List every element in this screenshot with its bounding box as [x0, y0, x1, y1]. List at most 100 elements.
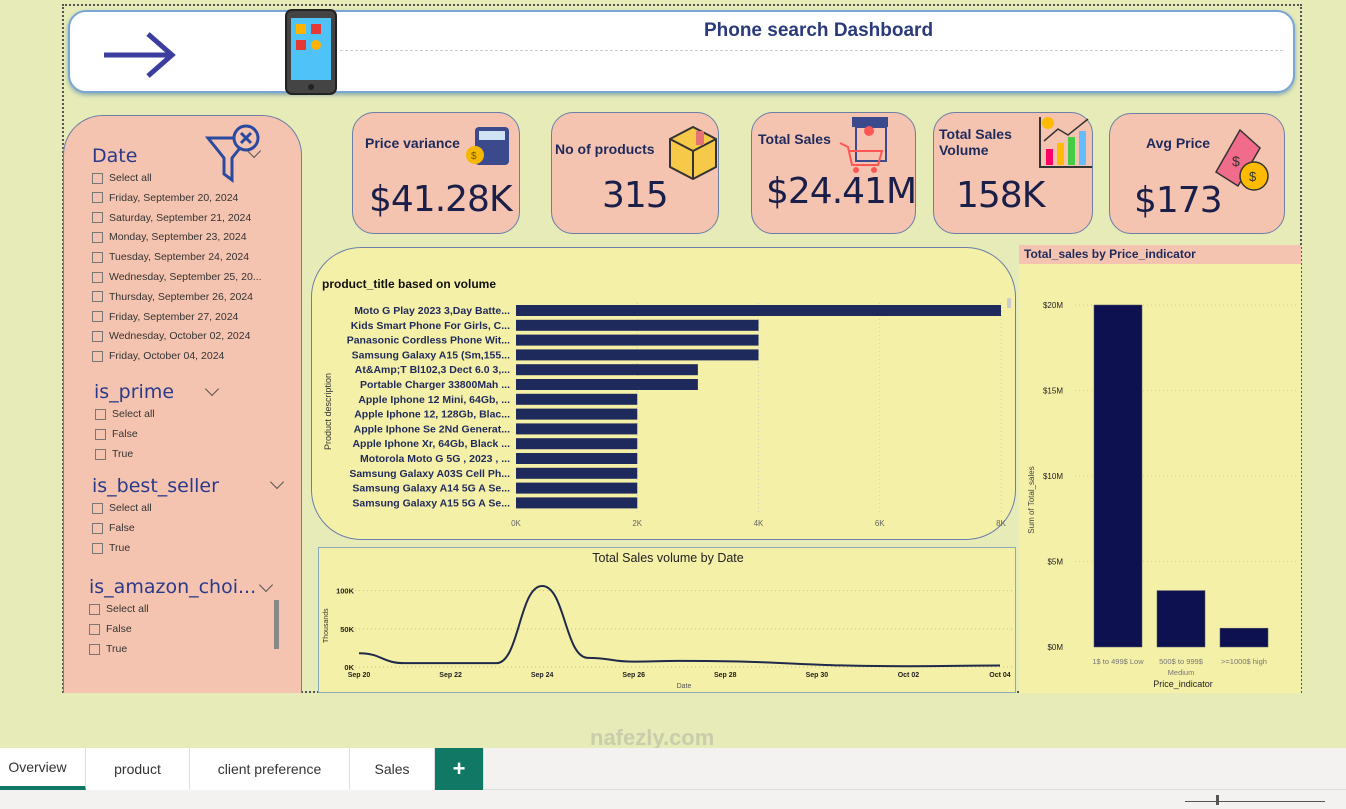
slicer-option[interactable]: False: [95, 428, 138, 440]
zoom-slider-handle[interactable]: [1216, 795, 1219, 805]
slicer-option[interactable]: Friday, October 04, 2024: [92, 350, 224, 362]
slicer-is-prime-title: is_prime: [94, 381, 175, 403]
option-label: Wednesday, September 25, 20...: [109, 271, 262, 283]
option-label: Saturday, September 21, 2024: [109, 211, 252, 224]
bar[interactable]: [516, 379, 698, 390]
y-tick-label: $0M: [1047, 643, 1063, 652]
bar[interactable]: [1093, 304, 1143, 648]
bar[interactable]: [516, 453, 638, 464]
bar[interactable]: [516, 334, 759, 346]
option-label: Thursday, September 26, 2024: [109, 290, 253, 303]
slicer-date-title: Date: [92, 145, 138, 167]
checkbox[interactable]: [92, 522, 103, 534]
slicer-option[interactable]: Wednesday, September 25, 20...: [92, 271, 262, 283]
y-tick-label: Panasonic Cordless Phone Wit...: [347, 335, 510, 347]
slicer-option[interactable]: Friday, September 20, 2024: [92, 192, 238, 204]
checkbox[interactable]: [92, 172, 103, 184]
kpi-value: $173: [1134, 180, 1223, 221]
y-tick-label: 0K: [344, 663, 354, 672]
x-tick-label: 500$ to 999$: [1159, 657, 1204, 666]
scrollbar[interactable]: [1007, 298, 1011, 308]
option-label: Select all: [112, 408, 155, 420]
arrow-right-icon: [104, 32, 176, 78]
checkbox[interactable]: [92, 330, 103, 342]
chevron-down-icon[interactable]: [258, 577, 274, 593]
y-tick-label: $20M: [1043, 301, 1063, 310]
y-tick-label: At&Amp;T Bl102,3 Dect 6.0 3,...: [355, 364, 510, 376]
x-axis-label: Date: [677, 683, 692, 690]
x-tick-label: 1$ to 499$ Low: [1092, 657, 1144, 666]
bar[interactable]: [1156, 590, 1206, 648]
slicer-scrollbar[interactable]: [274, 600, 279, 649]
checkbox[interactable]: [92, 192, 103, 204]
bar[interactable]: [516, 467, 638, 479]
slicer-option[interactable]: True: [95, 448, 133, 460]
bar[interactable]: [516, 482, 638, 494]
checkbox[interactable]: [95, 428, 106, 440]
option-label: True: [112, 448, 134, 460]
slicer-option[interactable]: False: [92, 522, 135, 534]
checkbox[interactable]: [95, 408, 106, 420]
bar[interactable]: [516, 319, 759, 331]
bar[interactable]: [516, 408, 638, 420]
page-title: Phone search Dashboard: [703, 20, 934, 41]
bar[interactable]: [516, 364, 698, 376]
slicer-option[interactable]: True: [89, 643, 127, 655]
bar[interactable]: [516, 349, 759, 361]
bar[interactable]: [1219, 627, 1269, 648]
zoom-slider[interactable]: [1185, 801, 1325, 802]
clear-filter-icon[interactable]: [204, 120, 264, 186]
slicer-option[interactable]: Tuesday, September 24, 2024: [92, 251, 249, 263]
slicer-option[interactable]: Select all: [95, 408, 155, 420]
checkbox[interactable]: [92, 251, 103, 263]
y-tick-label: Apple Iphone 12, 128Gb, Blac...: [354, 409, 510, 421]
filter-panel: Date Select all Friday, September 20, 202…: [63, 115, 302, 693]
product-volume-chart: product_title based on volume Product des…: [311, 247, 1016, 540]
chevron-down-icon[interactable]: [269, 474, 285, 490]
slicer-option[interactable]: Friday, September 27, 2024: [92, 311, 238, 323]
slicer-option[interactable]: Wednesday, October 02, 2024: [92, 330, 250, 342]
tab-client-preference[interactable]: client preference: [190, 748, 350, 790]
checkbox[interactable]: [95, 448, 106, 460]
checkbox[interactable]: [89, 603, 100, 615]
y-tick-label: $5M: [1047, 558, 1063, 567]
y-tick-label: Kids Smart Phone For Girls, C...: [351, 320, 510, 332]
checkbox[interactable]: [92, 311, 103, 323]
checkbox[interactable]: [92, 542, 103, 554]
checkbox[interactable]: [92, 291, 103, 303]
slicer-option[interactable]: Select all: [92, 172, 152, 184]
bar[interactable]: [516, 393, 638, 405]
tab-product[interactable]: product: [86, 748, 190, 790]
chevron-down-icon[interactable]: [204, 381, 220, 397]
checkbox[interactable]: [89, 643, 100, 655]
bar[interactable]: [516, 423, 638, 435]
checkbox[interactable]: [92, 231, 103, 243]
slicer-option[interactable]: False: [89, 623, 132, 635]
x-tick-label: Oct 04: [989, 672, 1011, 679]
bar[interactable]: [516, 497, 638, 509]
slicer-option[interactable]: Monday, September 23, 2024: [92, 231, 247, 243]
bar[interactable]: [516, 438, 638, 450]
series-line[interactable]: [358, 585, 1001, 668]
kpi-label: Avg Price: [1146, 135, 1211, 151]
bar[interactable]: [516, 305, 1001, 316]
slicer-option[interactable]: Select all: [92, 502, 152, 514]
add-page-button[interactable]: +: [435, 748, 484, 790]
kpi-value: 158K: [956, 175, 1045, 216]
checkbox[interactable]: [92, 271, 103, 283]
checkbox[interactable]: [89, 623, 100, 635]
y-axis-label: Thousands: [323, 608, 330, 643]
checkbox[interactable]: [92, 502, 103, 514]
tab-sales[interactable]: Sales: [350, 748, 435, 790]
kpi-label: No of products: [555, 141, 655, 157]
slicer-option[interactable]: Select all: [89, 603, 149, 615]
checkbox[interactable]: [92, 212, 103, 224]
tab-overview[interactable]: Overview: [0, 748, 86, 790]
checkbox[interactable]: [92, 350, 103, 362]
y-tick-label: Portable Charger 33800Mah ...: [360, 379, 510, 391]
slicer-option[interactable]: Thursday, September 26, 2024: [92, 291, 253, 303]
option-label: Wednesday, October 02, 2024: [109, 330, 251, 343]
y-tick-label: Samsung Galaxy A03S Cell Ph...: [349, 468, 510, 480]
slicer-option[interactable]: True: [92, 542, 130, 554]
slicer-option[interactable]: Saturday, September 21, 2024: [92, 212, 251, 224]
